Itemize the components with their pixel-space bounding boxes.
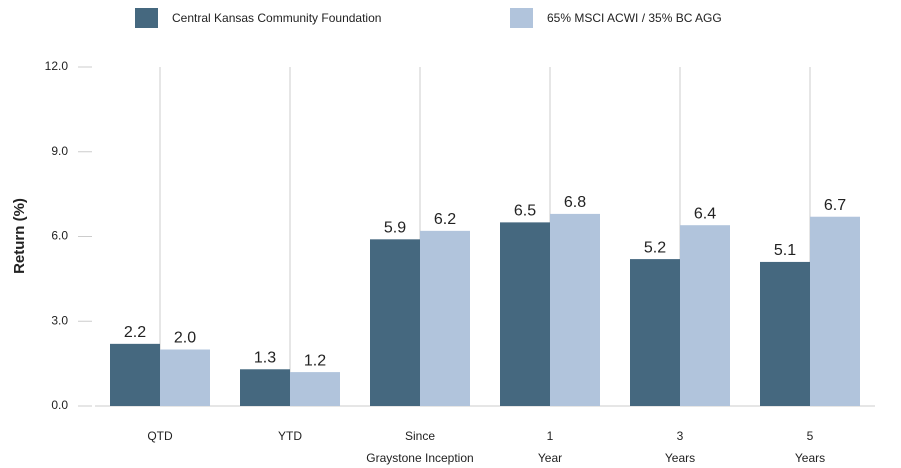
bar bbox=[370, 239, 420, 406]
legend-swatch bbox=[135, 8, 158, 28]
x-tick-label: 1 bbox=[547, 429, 554, 443]
x-tick-label: Years bbox=[665, 451, 695, 465]
x-tick-label: 3 bbox=[677, 429, 684, 443]
y-tick-label: 6.0 bbox=[51, 229, 68, 243]
x-tick-label: Year bbox=[538, 451, 562, 465]
y-tick-label: 12.0 bbox=[45, 59, 69, 73]
y-tick-label: 9.0 bbox=[51, 144, 68, 158]
legend-label: 65% MSCI ACWI / 35% BC AGG bbox=[547, 11, 722, 25]
x-tick-label: 5 bbox=[807, 429, 814, 443]
value-label: 6.7 bbox=[824, 197, 846, 214]
value-label: 5.9 bbox=[384, 220, 406, 237]
value-label: 2.0 bbox=[174, 330, 196, 347]
y-axis-label: Return (%) bbox=[11, 198, 28, 274]
value-label: 6.5 bbox=[514, 203, 536, 220]
bar bbox=[550, 213, 600, 406]
value-label: 6.4 bbox=[694, 205, 716, 222]
x-tick-label: Years bbox=[795, 451, 825, 465]
value-label: 5.1 bbox=[774, 242, 796, 259]
bar bbox=[630, 259, 680, 406]
bar bbox=[420, 230, 470, 406]
bar bbox=[680, 225, 730, 406]
y-tick-label: 3.0 bbox=[51, 313, 68, 327]
bar bbox=[240, 369, 290, 406]
value-label: 2.2 bbox=[124, 324, 146, 341]
x-tick-label: Graystone Inception bbox=[366, 451, 473, 465]
bar bbox=[160, 349, 210, 406]
bar bbox=[110, 343, 160, 406]
legend-label: Central Kansas Community Foundation bbox=[172, 11, 381, 25]
bar bbox=[290, 372, 340, 406]
value-label: 5.2 bbox=[644, 239, 666, 256]
value-label: 1.3 bbox=[254, 349, 276, 366]
legend-swatch bbox=[510, 8, 533, 28]
bar bbox=[810, 216, 860, 406]
bar bbox=[760, 261, 810, 406]
value-label: 6.2 bbox=[434, 211, 456, 228]
x-tick-label: YTD bbox=[278, 429, 302, 443]
bar bbox=[500, 222, 550, 406]
x-tick-label: Since bbox=[405, 429, 435, 443]
value-label: 6.8 bbox=[564, 194, 586, 211]
value-label: 1.2 bbox=[304, 352, 326, 369]
x-tick-label: QTD bbox=[147, 429, 173, 443]
y-tick-label: 0.0 bbox=[51, 398, 68, 412]
